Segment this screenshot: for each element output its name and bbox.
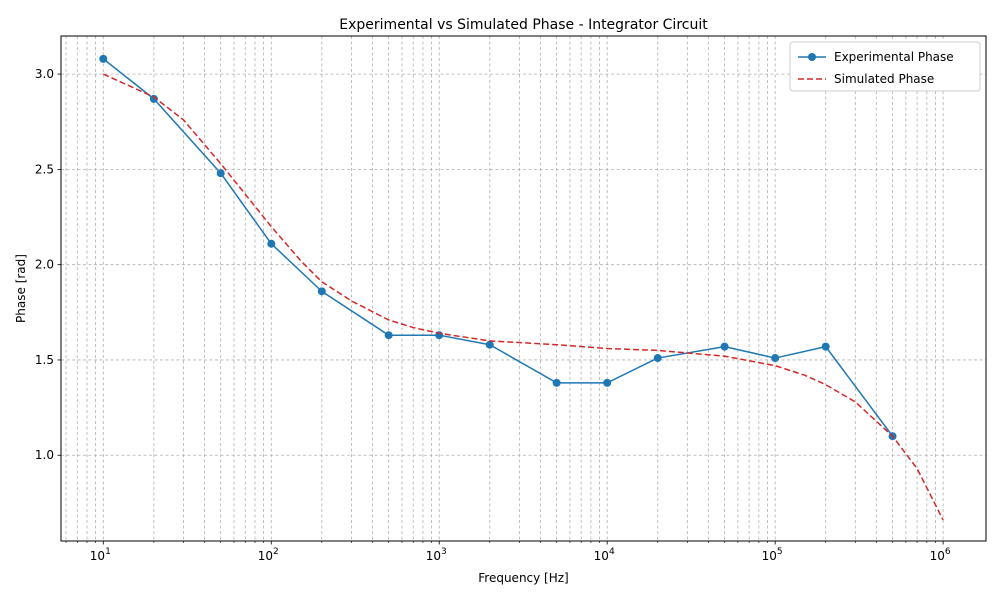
- series-layer: [99, 54, 944, 521]
- axis-ticks: 101 102 103 104 105 106 1.0 1.5 2.0 2.5 3.0: [35, 67, 951, 563]
- x-tick-label: 106: [930, 547, 951, 563]
- y-tick-label: 3.0: [35, 67, 54, 81]
- data-point-experimental-phase: [821, 342, 830, 351]
- data-point-experimental-phase: [99, 54, 108, 63]
- legend: Experimental Phase Simulated Phase: [789, 41, 981, 92]
- chart-title: Experimental vs Simulated Phase - Integr…: [339, 17, 708, 33]
- data-point-experimental-phase: [149, 94, 158, 103]
- x-tick-label: 102: [258, 547, 279, 563]
- y-axis-label: Phase [rad]: [14, 254, 28, 323]
- y-tick-label: 1.5: [35, 353, 54, 367]
- x-tick-label: 104: [594, 547, 615, 563]
- data-point-experimental-phase: [771, 354, 780, 363]
- plot-frame: [60, 35, 987, 542]
- data-point-experimental-phase: [317, 287, 326, 296]
- x-tick-label: 105: [762, 547, 783, 563]
- x-axis-label: Frequency [Hz]: [478, 571, 569, 585]
- data-point-experimental-phase: [384, 331, 393, 340]
- x-tick-label: 103: [426, 547, 447, 563]
- legend-marker-experimental: [808, 53, 816, 61]
- y-tick-label: 2.5: [35, 162, 54, 176]
- data-point-experimental-phase: [603, 378, 612, 387]
- y-tick-label: 2.0: [35, 258, 54, 272]
- data-point-experimental-phase: [267, 239, 276, 248]
- grid: [61, 36, 986, 541]
- legend-label-simulated: Simulated Phase: [834, 72, 934, 86]
- legend-label-experimental: Experimental Phase: [834, 50, 954, 64]
- data-point-experimental-phase: [216, 169, 225, 178]
- data-point-experimental-phase: [653, 354, 662, 363]
- y-tick-label: 1.0: [35, 448, 54, 462]
- x-tick-label: 101: [90, 547, 111, 563]
- legend-box: [789, 41, 981, 92]
- data-point-experimental-phase: [720, 342, 729, 351]
- series-line-simulated-phase: [102, 73, 944, 521]
- data-point-experimental-phase: [552, 378, 561, 387]
- data-point-experimental-phase: [485, 340, 494, 349]
